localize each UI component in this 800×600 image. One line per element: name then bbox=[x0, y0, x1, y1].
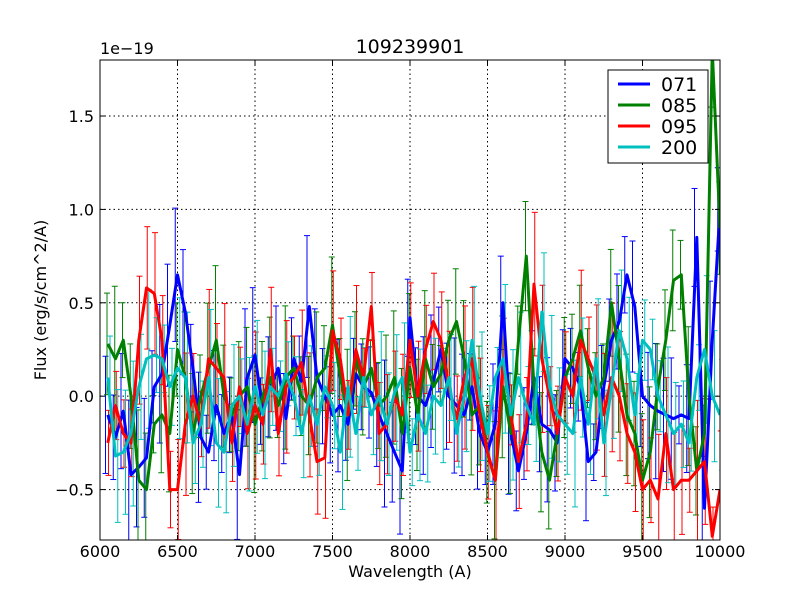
x-tick-label: 9500 bbox=[622, 542, 663, 561]
series-line-071 bbox=[106, 209, 720, 510]
y-tick-label: 1.0 bbox=[69, 200, 94, 219]
x-tick-label: 7500 bbox=[312, 542, 353, 561]
y-tick-label: 1.5 bbox=[69, 107, 94, 126]
y-tick-label: 0.0 bbox=[69, 387, 94, 406]
x-tick-label: 8000 bbox=[390, 542, 431, 561]
legend-label-200: 200 bbox=[661, 137, 697, 159]
x-tick-label: 9000 bbox=[545, 542, 586, 561]
error-bar-200 bbox=[680, 380, 687, 468]
error-bar-200 bbox=[231, 344, 237, 467]
error-bar-200 bbox=[254, 319, 261, 454]
x-tick-label: 6000 bbox=[80, 542, 121, 561]
legend-label-071: 071 bbox=[661, 74, 697, 96]
error-bar-071 bbox=[621, 236, 628, 314]
x-axis-title: Wavelength (A) bbox=[348, 562, 471, 581]
axis-ticks: 6000 6500 7000 7500 8000 8500 9000 9500 10000 −0.… bbox=[55, 60, 745, 561]
error-bar-200 bbox=[417, 348, 423, 482]
chart-title: 109239901 bbox=[356, 36, 465, 58]
x-tick-label: 7000 bbox=[235, 542, 276, 561]
series-lines bbox=[106, 60, 720, 538]
error-bar-200 bbox=[122, 389, 129, 515]
legend-label-085: 085 bbox=[661, 95, 697, 117]
y-tick-label: 0.5 bbox=[69, 294, 94, 313]
legend-label-095: 095 bbox=[661, 116, 697, 138]
error-bar-200 bbox=[641, 299, 648, 381]
error-bar-200 bbox=[463, 340, 470, 453]
error-bar-200 bbox=[432, 337, 439, 455]
error-bar-071 bbox=[629, 240, 636, 373]
y-offset-label: 1e−19 bbox=[100, 39, 154, 58]
error-bar-200 bbox=[378, 331, 385, 462]
x-tick-label: 6500 bbox=[157, 542, 198, 561]
legend: 071 085 095 200 bbox=[607, 69, 709, 164]
x-tick-label: 8500 bbox=[467, 542, 508, 561]
error-bar-095 bbox=[717, 430, 720, 432]
error-bar-200 bbox=[409, 418, 416, 487]
error-bar-200 bbox=[293, 356, 299, 437]
y-axis-title: Flux (erg/s/cm^2/A) bbox=[31, 220, 50, 381]
series-line-095 bbox=[106, 282, 720, 538]
y-tick-label: −0.5 bbox=[55, 481, 94, 500]
x-tick-label: 10000 bbox=[695, 542, 746, 561]
series-line-200 bbox=[106, 310, 720, 458]
